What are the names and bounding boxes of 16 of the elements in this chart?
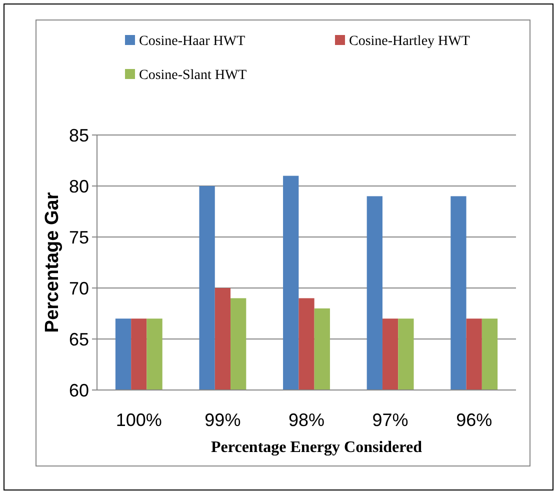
x-tick-label: 98%	[288, 410, 325, 430]
x-tick-label: 99%	[204, 410, 241, 430]
y-tick-label: 70	[68, 278, 89, 298]
y-tick-label: 80	[68, 176, 89, 196]
legend-label: Cosine-Hartley HWT	[349, 34, 470, 49]
y-tick-label: 60	[68, 380, 89, 400]
x-tick-label: 100%	[116, 410, 162, 430]
y-tick-label: 65	[68, 329, 89, 350]
y-tick-label: 75	[68, 227, 89, 248]
x-axis-title: Percentage Energy Considered	[211, 439, 422, 456]
y-tick-label: 85	[68, 125, 89, 146]
x-tick-label: 97%	[372, 410, 408, 430]
y-axis-title: Percentage Gar	[42, 192, 63, 333]
x-tick-label: 96%	[456, 410, 492, 430]
legend-label: Cosine-Haar HWT	[139, 34, 246, 49]
legend-label: Cosine-Slant HWT	[139, 68, 248, 83]
